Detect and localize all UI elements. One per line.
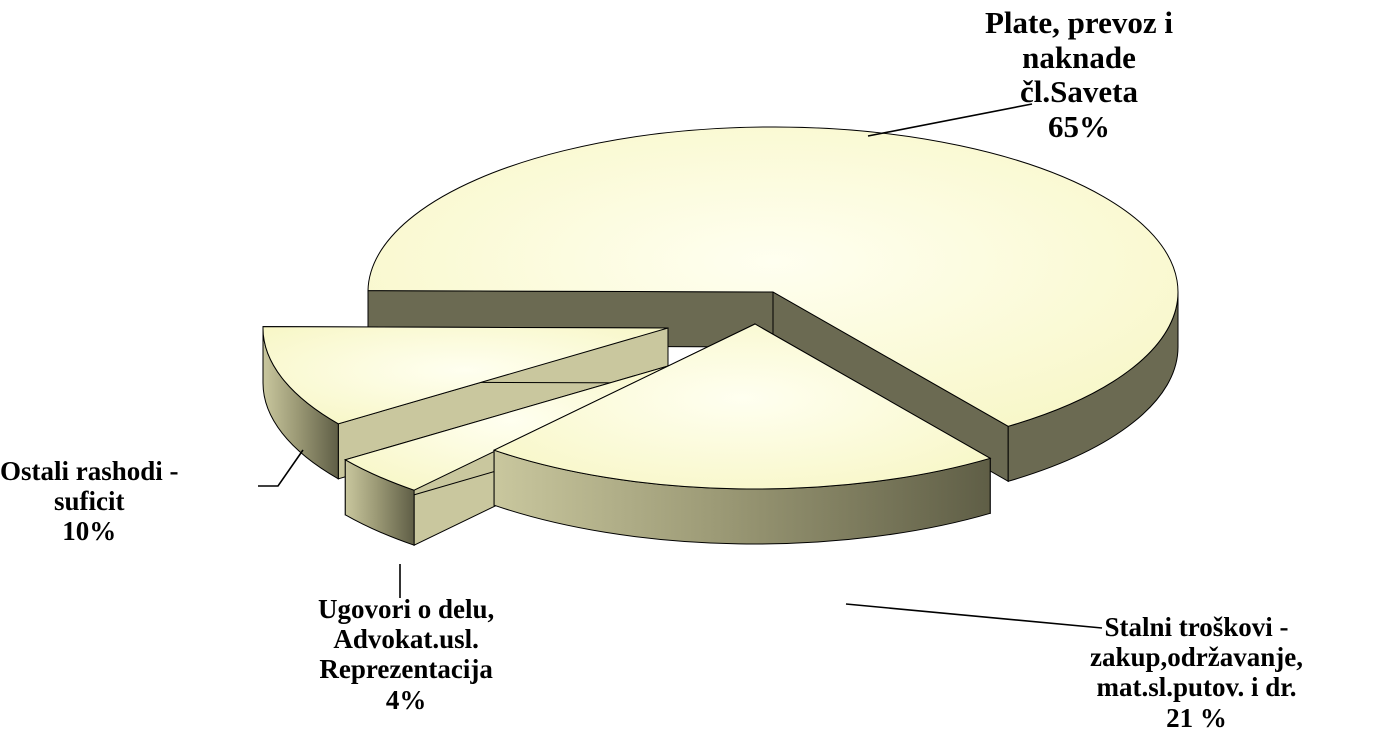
slice-label-line: 65% xyxy=(1047,109,1110,145)
slice-label-line: suficit xyxy=(54,486,125,517)
slice-label-line: naknade xyxy=(1022,39,1136,75)
slice-label-line: 21 % xyxy=(1166,702,1227,733)
leader-line xyxy=(867,103,1033,137)
slice-top xyxy=(262,326,669,425)
slice-top xyxy=(492,323,992,490)
slice-label-line: Ostali rashodi - xyxy=(0,456,179,486)
slice-label-line: Plate, prevoz i xyxy=(985,5,1173,40)
slice-label-line: Advokat.usl. xyxy=(333,624,479,655)
leader-line xyxy=(258,449,304,487)
slice-top xyxy=(344,363,676,491)
leader-lines xyxy=(258,103,1103,629)
slice-label-line: 4% xyxy=(385,684,427,715)
slice-label-plate: Plate, prevoz i naknade čl.Saveta 65% xyxy=(985,5,1173,145)
slice-label-line: Ugovori o delu, xyxy=(318,594,495,624)
slice-label-line: 10% xyxy=(62,516,117,547)
slice-label-ostali-rashodi: Ostali rashodi - suficit 10% xyxy=(0,456,179,547)
slice-label-stalni-troskovi: Stalni troškovi - zakup,održavanje, mat.sl… xyxy=(1090,612,1303,733)
pie-slice xyxy=(492,323,992,545)
slice-label-line: čl.Saveta xyxy=(1020,74,1138,110)
pie-slices xyxy=(262,126,1179,546)
slice-label-line: zakup,održavanje, xyxy=(1090,642,1304,673)
leader-line xyxy=(845,603,1103,629)
slice-label-line: Reprezentacija xyxy=(319,654,493,685)
slice-label-line: Stalni troškovi - xyxy=(1104,612,1289,642)
slice-label-line: mat.sl.putov. i dr. xyxy=(1096,672,1297,703)
slice-label-ugovori: Ugovori o delu, Advokat.usl. Reprezentacij… xyxy=(318,594,494,715)
slice-top xyxy=(367,126,1179,427)
